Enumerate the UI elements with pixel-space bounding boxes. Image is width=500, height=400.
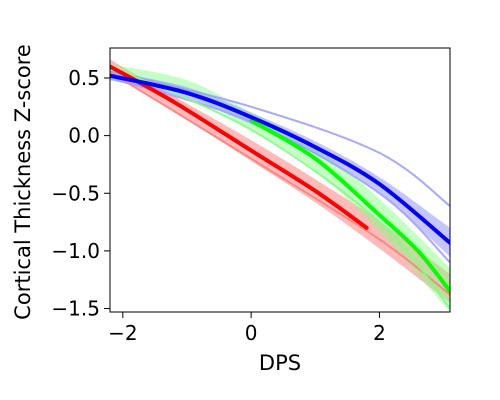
- x-tick-label: −2: [108, 321, 137, 345]
- x-tick-label: 2: [373, 321, 386, 345]
- plot-area: [110, 59, 450, 312]
- series-line-0: [110, 64, 369, 230]
- thin-curve-1: [110, 77, 450, 264]
- thin-curve-3: [110, 65, 450, 310]
- thin-curve-0: [110, 70, 450, 207]
- thin-curve-2: [110, 71, 450, 296]
- plot-frame: [109, 47, 451, 313]
- ci-band-0: [110, 59, 450, 303]
- series-line-2: [110, 73, 450, 245]
- y-tick-label: 0.0: [68, 124, 100, 148]
- x-axis-label: DPS: [259, 351, 301, 375]
- y-tick-label: −1.5: [51, 297, 100, 321]
- x-tick-label: 0: [245, 321, 258, 345]
- y-tick-label: −0.5: [51, 181, 100, 205]
- y-tick-label: 0.5: [68, 66, 100, 90]
- series-line-1: [249, 118, 450, 294]
- y-axis-label: Cortical Thickness Z-score: [11, 44, 35, 320]
- y-tick-label: −1.0: [51, 239, 100, 263]
